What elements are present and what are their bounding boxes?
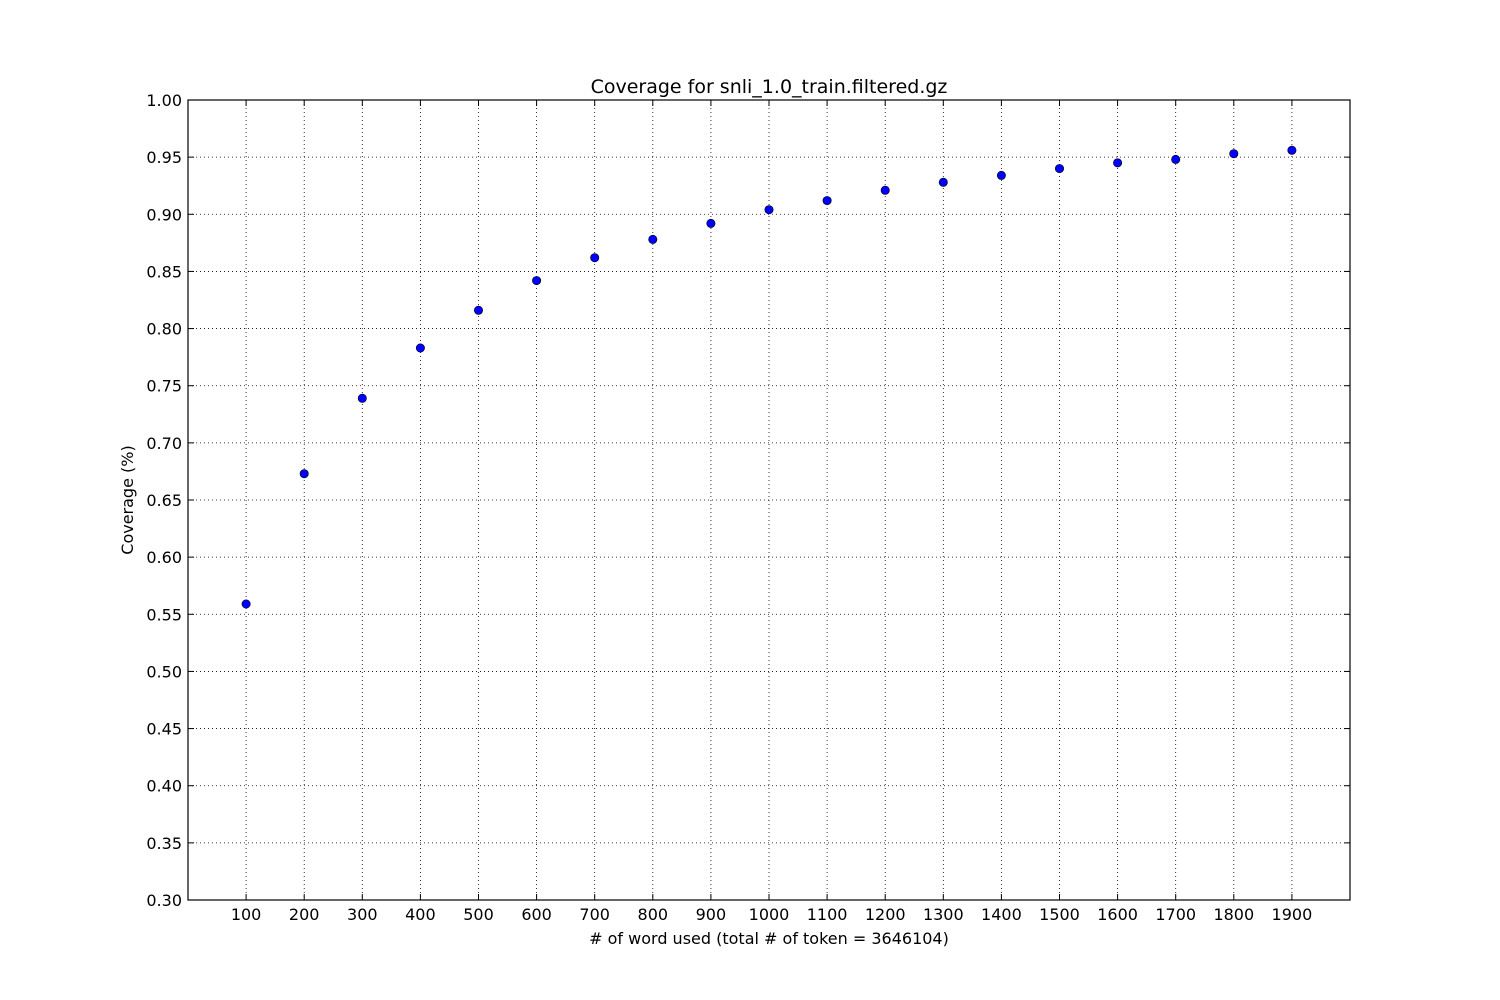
y-tick-label: 0.50 [146, 662, 182, 681]
data-point [764, 205, 774, 215]
x-tick-label: 400 [405, 905, 436, 924]
x-tick-label: 100 [231, 905, 262, 924]
data-point [241, 599, 251, 609]
x-tick-label: 1300 [923, 905, 964, 924]
x-tick-label: 1100 [807, 905, 848, 924]
data-point [532, 276, 542, 286]
y-tick-label: 0.35 [146, 834, 182, 853]
y-tick-label: 0.55 [146, 605, 182, 624]
x-tick-label: 1600 [1097, 905, 1138, 924]
y-tick-label: 0.95 [146, 148, 182, 167]
data-point [1229, 149, 1239, 159]
data-point [706, 218, 716, 228]
y-tick-label: 0.85 [146, 262, 182, 281]
y-tick-label: 0.90 [146, 205, 182, 224]
data-point [822, 196, 832, 206]
data-points [241, 145, 1297, 609]
x-tick-label: 1400 [981, 905, 1022, 924]
data-point [1287, 145, 1297, 155]
x-axis-label: # of word used (total # of token = 36461… [589, 929, 949, 948]
ticks: 100 200 300 400 500 600 700 800 900 1000 1100 1200 1… [146, 91, 1350, 924]
x-tick-label: 1000 [749, 905, 790, 924]
data-point [880, 185, 890, 195]
data-point [1113, 158, 1123, 168]
x-tick-label: 1800 [1213, 905, 1254, 924]
x-tick-label: 1700 [1155, 905, 1196, 924]
y-tick-label: 0.30 [146, 891, 182, 910]
y-tick-label: 0.75 [146, 377, 182, 396]
data-point [590, 253, 600, 263]
plot-frame [187, 99, 1351, 901]
x-tick-label: 700 [579, 905, 610, 924]
x-tick-label: 1200 [865, 905, 906, 924]
x-tick-label: 300 [347, 905, 378, 924]
data-point [299, 469, 309, 479]
x-tick-label: 200 [289, 905, 320, 924]
data-point [357, 393, 367, 403]
grid [188, 99, 1350, 901]
y-tick-label: 0.60 [146, 548, 182, 567]
y-axis-label: Coverage (%) [118, 445, 137, 554]
data-point [1055, 164, 1065, 174]
x-tick-label: 500 [463, 905, 494, 924]
x-tick-label: 1500 [1039, 905, 1080, 924]
y-tick-label: 0.45 [146, 720, 182, 739]
x-tick-label: 800 [638, 905, 669, 924]
chart-title: Coverage for snli_1.0_train.filtered.gz [591, 76, 948, 98]
x-tick-label: 600 [521, 905, 552, 924]
data-point [996, 170, 1006, 180]
y-tick-label: 1.00 [146, 91, 182, 110]
y-tick-label: 0.70 [146, 434, 182, 453]
y-tick-label: 0.80 [146, 320, 182, 339]
data-point [415, 343, 425, 353]
data-point [1171, 154, 1181, 164]
x-tick-label: 1900 [1272, 905, 1313, 924]
y-tick-label: 0.65 [146, 491, 182, 510]
y-tick-label: 0.40 [146, 777, 182, 796]
x-tick-label: 900 [696, 905, 727, 924]
data-point [648, 234, 658, 244]
data-point [473, 305, 483, 315]
data-point [938, 177, 948, 187]
